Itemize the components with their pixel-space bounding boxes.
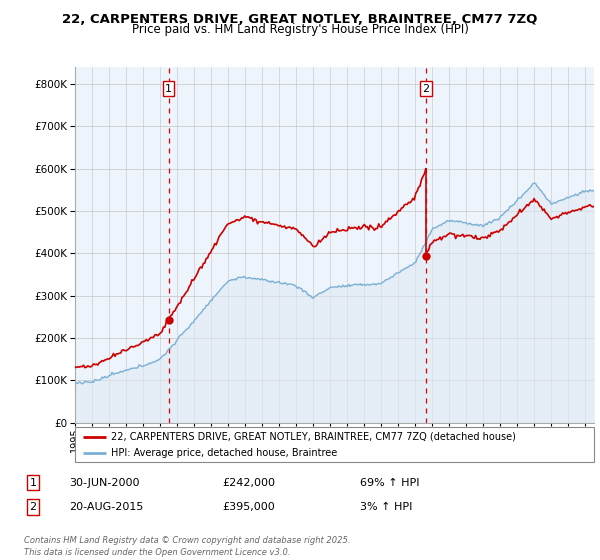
Text: 2: 2: [29, 502, 37, 512]
Text: 69% ↑ HPI: 69% ↑ HPI: [360, 478, 419, 488]
Text: 1: 1: [165, 83, 172, 94]
FancyBboxPatch shape: [75, 427, 594, 462]
Text: 22, CARPENTERS DRIVE, GREAT NOTLEY, BRAINTREE, CM77 7ZQ: 22, CARPENTERS DRIVE, GREAT NOTLEY, BRAI…: [62, 13, 538, 26]
Text: 3% ↑ HPI: 3% ↑ HPI: [360, 502, 412, 512]
Text: £242,000: £242,000: [222, 478, 275, 488]
Text: HPI: Average price, detached house, Braintree: HPI: Average price, detached house, Brai…: [112, 447, 338, 458]
Text: 20-AUG-2015: 20-AUG-2015: [69, 502, 143, 512]
Text: 1: 1: [29, 478, 37, 488]
Text: Price paid vs. HM Land Registry's House Price Index (HPI): Price paid vs. HM Land Registry's House …: [131, 22, 469, 36]
Text: 2: 2: [422, 83, 430, 94]
Text: 22, CARPENTERS DRIVE, GREAT NOTLEY, BRAINTREE, CM77 7ZQ (detached house): 22, CARPENTERS DRIVE, GREAT NOTLEY, BRAI…: [112, 432, 516, 442]
Text: Contains HM Land Registry data © Crown copyright and database right 2025.
This d: Contains HM Land Registry data © Crown c…: [24, 536, 350, 557]
Text: £395,000: £395,000: [222, 502, 275, 512]
Text: 30-JUN-2000: 30-JUN-2000: [69, 478, 139, 488]
